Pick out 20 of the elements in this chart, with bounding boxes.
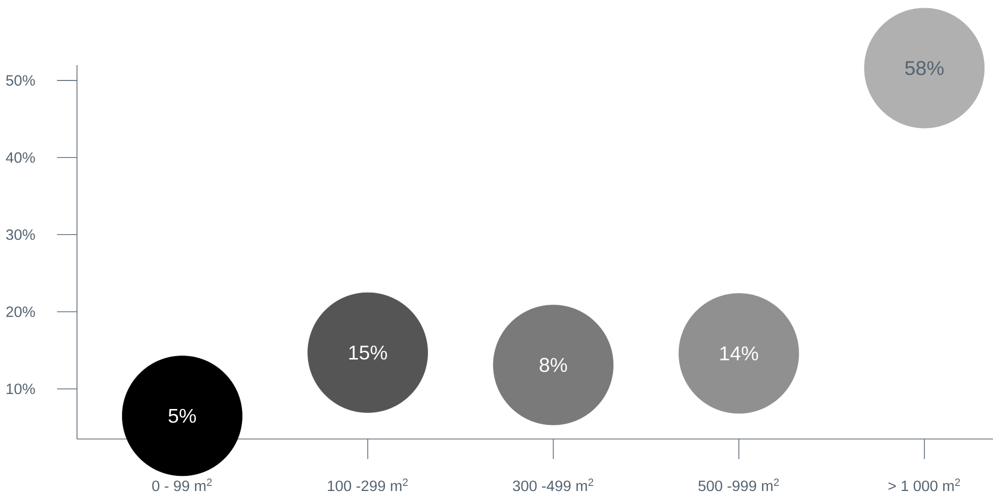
y-tick-label: 40% [6, 152, 35, 163]
annotation: 14% [720, 346, 758, 360]
point [308, 292, 428, 413]
x-tick-label: 0 - 99 m$^{2}$ [152, 478, 212, 492]
annotation: 58% [905, 61, 944, 76]
annotation: 8% [540, 358, 567, 372]
x-tick-label: 100 -299 m$^{2}$ [328, 478, 408, 492]
y-tick-label: 30% [6, 229, 35, 240]
y-tick-label: 50% [6, 75, 35, 86]
x-tick-label: > 1 000 m$^{2}$ [888, 478, 960, 492]
x-tick-label: 300 -499 m$^{2}$ [512, 478, 594, 492]
y-tick-label: 10% [6, 384, 35, 394]
point [493, 304, 614, 426]
point [678, 293, 800, 414]
annotation: 5% [168, 408, 196, 423]
point [122, 356, 242, 476]
x-tick-label: 500 -999 m$^{2}$ [698, 478, 779, 492]
annotation: 15% [349, 346, 387, 360]
y-tick-label: 20% [6, 306, 35, 318]
point [864, 8, 985, 128]
